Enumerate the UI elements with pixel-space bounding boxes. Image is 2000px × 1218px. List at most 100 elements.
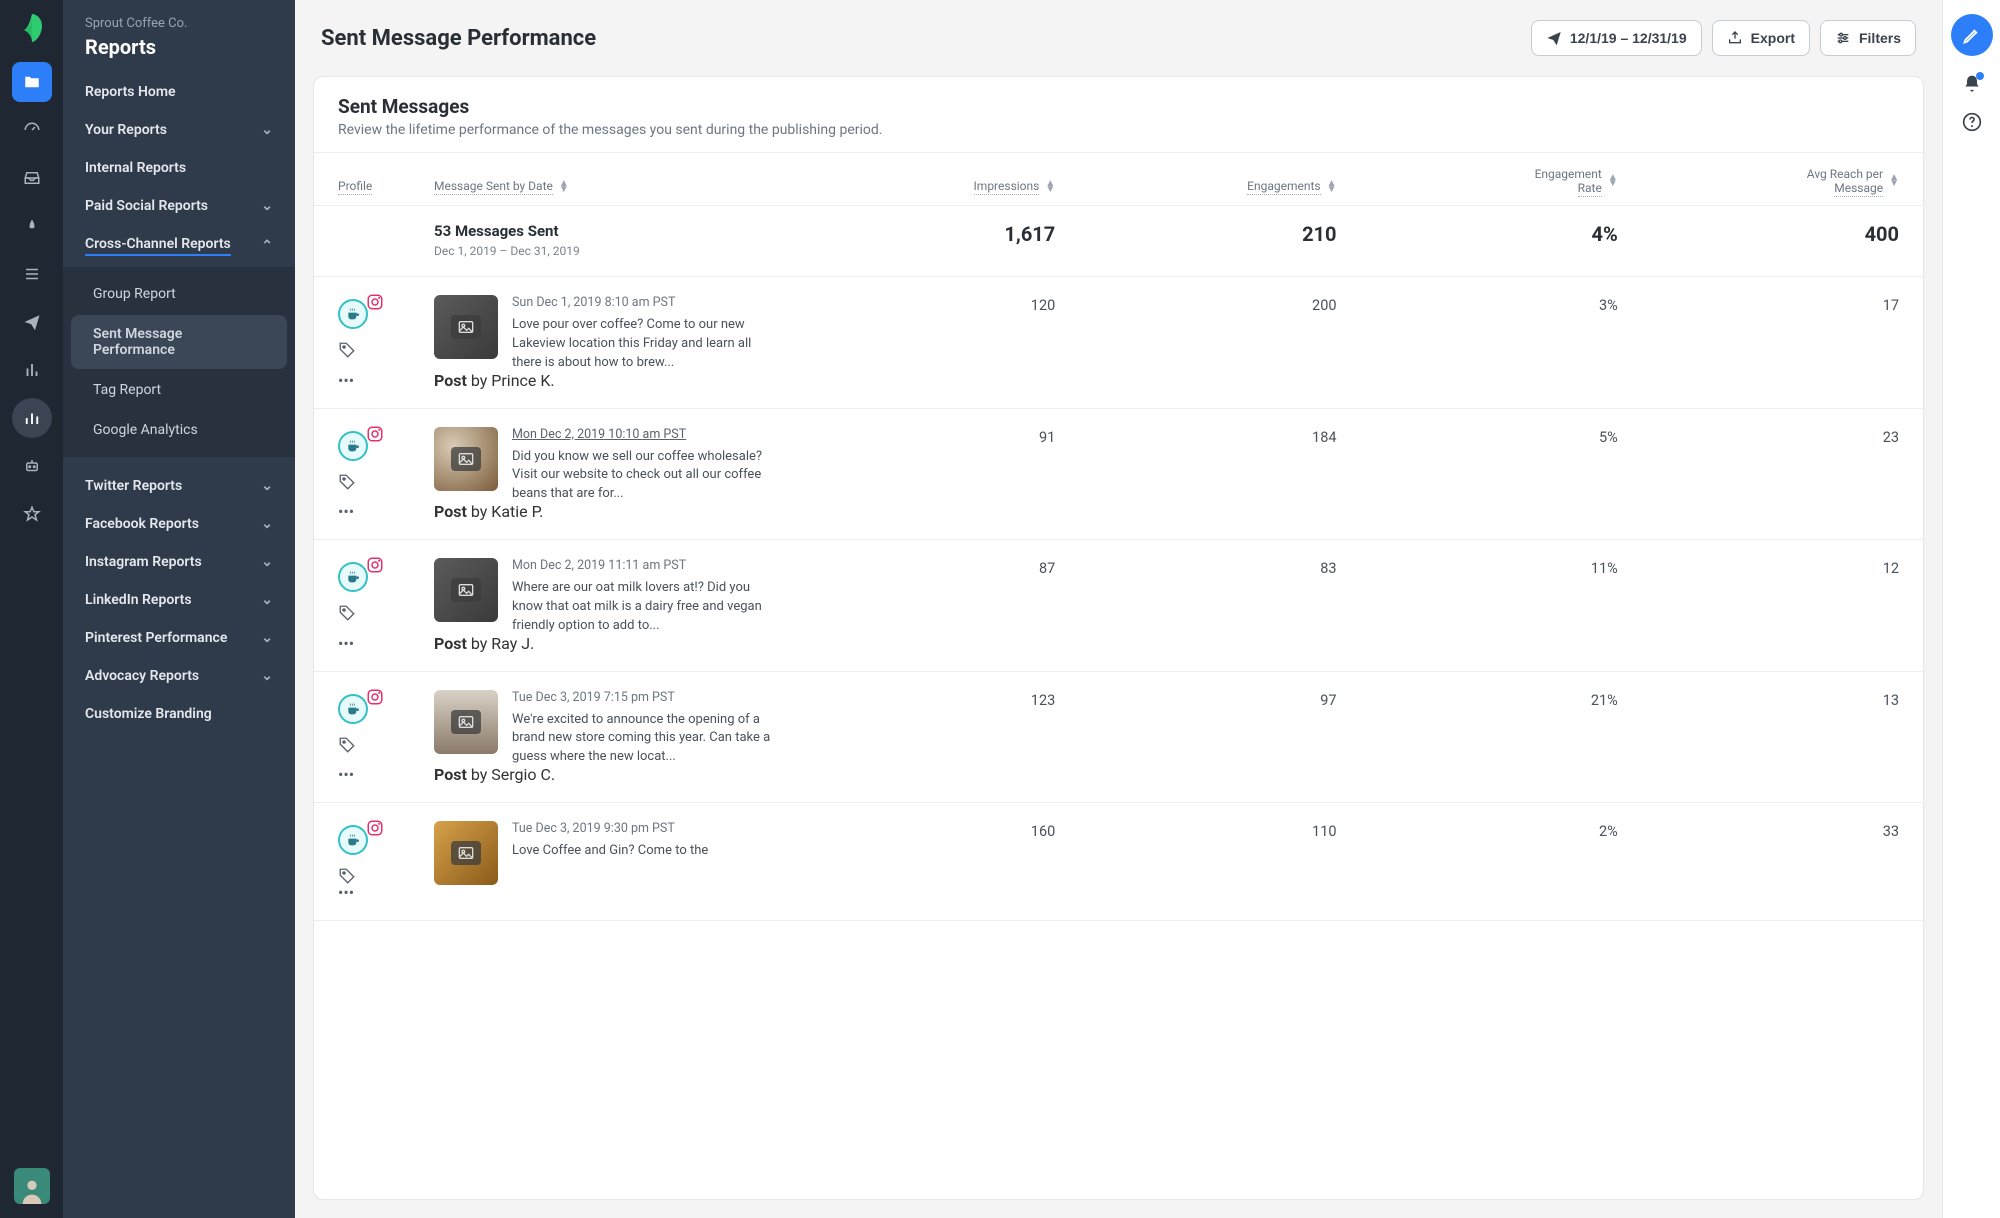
- tag-icon[interactable]: [338, 473, 356, 491]
- rail-pin[interactable]: [12, 206, 52, 246]
- rail-send[interactable]: [12, 302, 52, 342]
- cross-channel-subnav: Group Report Sent Message Performance Ta…: [63, 267, 295, 457]
- compose-icon: [1962, 25, 1982, 45]
- coffee-cup-icon: [338, 562, 368, 592]
- row-impressions: 87: [774, 558, 1055, 577]
- rail-bars[interactable]: [12, 350, 52, 390]
- row-engagements: 97: [1055, 690, 1336, 709]
- row-reach: 17: [1618, 295, 1899, 314]
- export-icon: [1727, 30, 1743, 46]
- byline: Post by Katie P.: [434, 502, 774, 521]
- profile-badge[interactable]: [338, 821, 378, 855]
- col-engagements[interactable]: Engagements▲▼: [1055, 179, 1336, 195]
- help-button[interactable]: [1962, 112, 1982, 132]
- sort-icon[interactable]: ▲▼: [559, 181, 569, 193]
- export-button[interactable]: Export: [1712, 20, 1810, 56]
- nav-facebook-reports[interactable]: Facebook Reports⌄: [63, 505, 295, 543]
- tag-icon[interactable]: [338, 736, 356, 754]
- col-profile[interactable]: Profile: [338, 179, 434, 195]
- more-icon[interactable]: •••: [338, 765, 354, 784]
- rail-star[interactable]: [12, 494, 52, 534]
- nav-linkedin-reports[interactable]: LinkedIn Reports⌄: [63, 581, 295, 619]
- table-row: Sun Dec 1, 2019 8:10 am PST Love pour ov…: [314, 277, 1923, 379]
- tag-icon[interactable]: [338, 604, 356, 622]
- row-reach: 12: [1618, 558, 1899, 577]
- by-label: by: [471, 502, 487, 521]
- nav-pinterest-performance[interactable]: Pinterest Performance⌄: [63, 619, 295, 657]
- more-icon[interactable]: •••: [338, 883, 354, 902]
- user-avatar[interactable]: [14, 1168, 50, 1204]
- filters-button[interactable]: Filters: [1820, 20, 1916, 56]
- chevron-down-icon: ⌄: [261, 592, 273, 608]
- compose-button[interactable]: [1951, 14, 1993, 56]
- col-reach[interactable]: Avg Reach perMessage▲▼: [1618, 167, 1899, 195]
- profile-badge[interactable]: [338, 690, 378, 724]
- image-icon: [451, 841, 481, 865]
- byline: Post by Prince K.: [434, 371, 774, 390]
- rail-bot[interactable]: [12, 446, 52, 486]
- message-thumbnail[interactable]: [434, 427, 498, 491]
- chevron-up-icon: ⌃: [261, 238, 273, 254]
- subnav-sent-message-performance[interactable]: Sent Message Performance: [71, 315, 287, 369]
- nav-reports-home[interactable]: Reports Home: [63, 73, 295, 111]
- profile-badge[interactable]: [338, 295, 378, 329]
- rail-inbox[interactable]: [12, 158, 52, 198]
- profile-badge[interactable]: [338, 427, 378, 461]
- col-message[interactable]: Message Sent by Date▲▼: [434, 179, 774, 195]
- row-reach: 33: [1618, 821, 1899, 840]
- chevron-down-icon: ⌄: [261, 198, 273, 214]
- nav-internal-reports[interactable]: Internal Reports: [63, 149, 295, 187]
- nav-instagram-reports[interactable]: Instagram Reports⌄: [63, 543, 295, 581]
- message-thumbnail[interactable]: [434, 821, 498, 885]
- sort-icon[interactable]: ▲▼: [1608, 175, 1618, 187]
- author-name: Ray J.: [491, 634, 534, 653]
- nav-customize-branding[interactable]: Customize Branding: [63, 695, 295, 733]
- notifications-button[interactable]: [1962, 74, 1982, 94]
- messages-table[interactable]: Profile Message Sent by Date▲▼ Impressio…: [314, 153, 1923, 1199]
- message-body: Where are our oat milk lovers at!? Did y…: [512, 579, 774, 636]
- filters-label: Filters: [1859, 30, 1901, 46]
- more-icon[interactable]: •••: [338, 371, 354, 390]
- row-impressions: 120: [774, 295, 1055, 314]
- author-name: Prince K.: [491, 371, 554, 390]
- message-thumbnail[interactable]: [434, 558, 498, 622]
- profile-badge[interactable]: [338, 558, 378, 592]
- nav-your-reports[interactable]: Your Reports⌄: [63, 111, 295, 149]
- message-date: Tue Dec 3, 2019 9:30 pm PST: [512, 821, 774, 836]
- rail-list[interactable]: [12, 254, 52, 294]
- sort-icon[interactable]: ▲▼: [1327, 181, 1337, 193]
- tag-icon[interactable]: [338, 341, 356, 359]
- instagram-icon: [366, 293, 384, 311]
- date-range-button[interactable]: 12/1/19 – 12/31/19: [1531, 20, 1702, 56]
- nav-cross-channel[interactable]: Cross-Channel Reports⌃: [63, 225, 295, 267]
- message-date: Sun Dec 1, 2019 8:10 am PST: [512, 295, 774, 310]
- message-thumbnail[interactable]: [434, 295, 498, 359]
- image-icon: [451, 447, 481, 471]
- sort-icon[interactable]: ▲▼: [1889, 175, 1899, 187]
- message-date[interactable]: Mon Dec 2, 2019 10:10 am PST: [512, 427, 774, 442]
- subnav-group-report[interactable]: Group Report: [71, 275, 287, 313]
- subnav-tag-report[interactable]: Tag Report: [71, 371, 287, 409]
- row-reach: 13: [1618, 690, 1899, 709]
- chevron-down-icon: ⌄: [261, 516, 273, 532]
- message-body: Love Coffee and Gin? Come to the: [512, 842, 774, 861]
- chevron-down-icon: ⌄: [261, 668, 273, 684]
- rail-reports[interactable]: [12, 398, 52, 438]
- image-icon: [451, 710, 481, 734]
- image-icon: [451, 315, 481, 339]
- nav-paid-social[interactable]: Paid Social Reports⌄: [63, 187, 295, 225]
- rail-gauge[interactable]: [12, 110, 52, 150]
- rail-folder[interactable]: [12, 62, 52, 102]
- col-engagement-rate[interactable]: EngagementRate▲▼: [1337, 167, 1618, 195]
- nav-advocacy-reports[interactable]: Advocacy Reports⌄: [63, 657, 295, 695]
- message-thumbnail[interactable]: [434, 690, 498, 754]
- col-impressions[interactable]: Impressions▲▼: [774, 179, 1055, 195]
- more-icon[interactable]: •••: [338, 502, 354, 521]
- subnav-google-analytics[interactable]: Google Analytics: [71, 411, 287, 449]
- by-label: by: [471, 371, 487, 390]
- row-engagement-rate: 11%: [1337, 558, 1618, 577]
- instagram-icon: [366, 425, 384, 443]
- sort-icon[interactable]: ▲▼: [1045, 181, 1055, 193]
- more-icon[interactable]: •••: [338, 634, 354, 653]
- nav-twitter-reports[interactable]: Twitter Reports⌄: [63, 467, 295, 505]
